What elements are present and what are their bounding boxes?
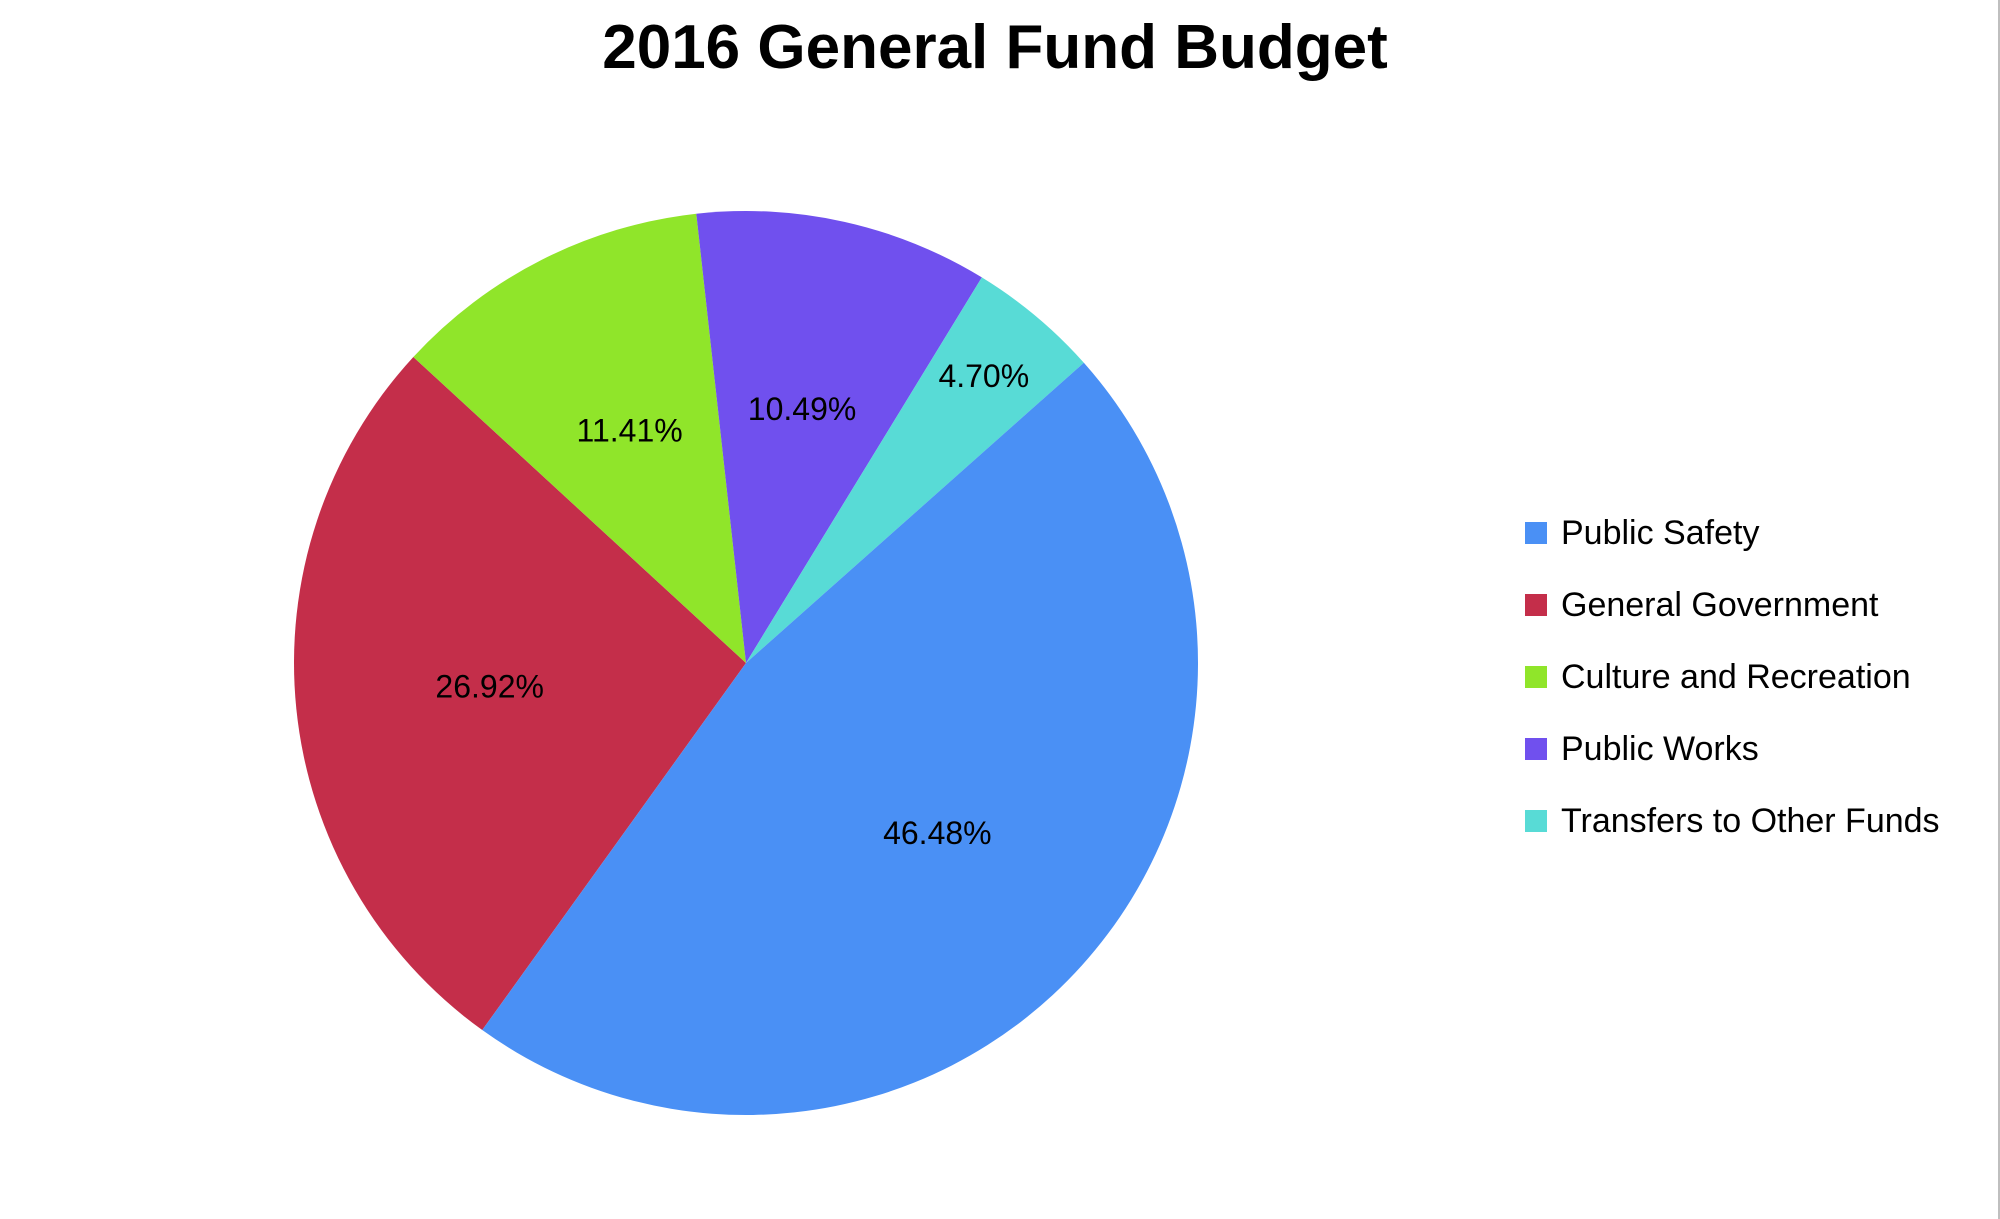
pie-slice-public-safety [482,362,1199,1116]
legend-item-public-works: Public Works [1525,713,1940,785]
legend-item-transfers-to-other-funds: Transfers to Other Funds [1525,785,1940,857]
pie-slice-public-works [696,211,982,663]
pie-slice-transfers-to-other-funds [746,277,1084,663]
frame-border [1998,0,2000,1219]
legend-label: General Government [1561,585,1879,624]
legend-item-public-safety: Public Safety [1525,497,1940,569]
legend-item-culture-and-recreation: Culture and Recreation [1525,641,1940,713]
legend: Public Safety General Government Culture a… [1525,497,1940,857]
legend-swatch [1525,522,1547,544]
legend-label: Public Safety [1561,513,1760,552]
data-label-transfers-to-other-funds: 4.70% [938,358,1029,394]
legend-swatch [1525,666,1547,688]
legend-swatch [1525,594,1547,616]
pie-slice-culture-and-recreation [413,213,746,663]
legend-swatch [1525,810,1547,832]
data-label-public-safety: 46.48% [883,815,992,851]
pie-slice-general-government [293,356,746,1031]
legend-label: Transfers to Other Funds [1561,801,1940,840]
legend-label: Public Works [1561,729,1759,768]
legend-swatch [1525,738,1547,760]
data-label-culture-and-recreation: 11.41% [577,413,683,449]
pie-data-labels: 26.92% 11.41% 10.49% 4.70% 46.48% [435,358,1029,851]
legend-label: Culture and Recreation [1561,657,1911,696]
legend-item-general-government: General Government [1525,569,1940,641]
data-label-general-government: 26.92% [435,669,544,705]
data-label-public-works: 10.49% [748,391,857,427]
pie-slices [293,211,1199,1116]
chart-title: 2016 General Fund Budget [602,13,1388,82]
